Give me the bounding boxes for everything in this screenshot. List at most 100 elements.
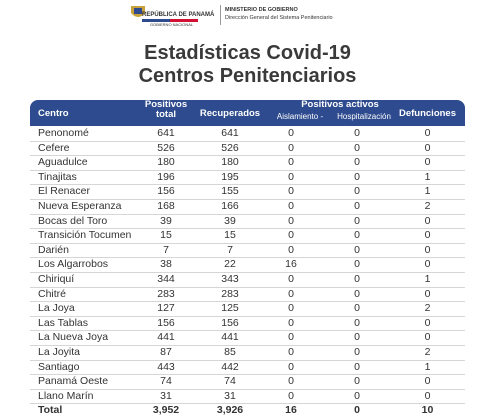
column-header: Defunciones: [398, 108, 456, 119]
cell: 156: [221, 316, 239, 329]
cell: 125: [221, 302, 239, 315]
cell: 0: [424, 316, 431, 329]
cell: 0: [354, 258, 360, 271]
table-row: Los Algarrobos 38 22 16 0 0: [30, 258, 465, 273]
table-row: Bocas del Toro 39 39 0 0 0: [30, 215, 465, 230]
cell: 180: [221, 156, 239, 169]
cell: 0: [288, 287, 294, 300]
cell: 16: [285, 404, 297, 417]
cell: 2: [424, 345, 431, 358]
ministry: MINISTERIO DE GOBIERNO: [225, 7, 298, 13]
cell: Chitré: [38, 287, 67, 300]
cell: 0: [288, 345, 294, 358]
cell: Panamá Oeste: [38, 375, 109, 388]
table-row: El Renacer 156 155 0 0 1: [30, 185, 465, 200]
cell: Penonomé: [38, 127, 89, 139]
cell: 0: [354, 345, 360, 358]
cell: 0: [288, 331, 294, 344]
cell: 0: [288, 170, 294, 183]
cell: 22: [224, 258, 236, 271]
cell: Llano Marín: [38, 389, 94, 402]
table-row: Chiriquí 344 343 0 0 1: [30, 273, 465, 288]
cell: 0: [354, 214, 360, 227]
cell: 0: [288, 127, 294, 139]
cell: 0: [424, 243, 431, 256]
cell: 0: [424, 214, 431, 227]
cell: 0: [288, 360, 294, 373]
cell: 0: [288, 272, 294, 285]
cell: 196: [157, 170, 175, 183]
table-row: Aguadulce 180 180 0 0 0: [30, 156, 465, 171]
cell: 0: [424, 229, 431, 242]
cell: 38: [160, 258, 172, 271]
cell: 0: [354, 302, 360, 315]
cell: 0: [288, 214, 294, 227]
cell: 0: [354, 229, 360, 242]
directorate: Dirección General del Sistema Penitencia…: [225, 15, 333, 21]
cell: 166: [221, 199, 239, 212]
cell: 127: [157, 302, 175, 315]
column-header: Positivos total: [144, 99, 188, 120]
cell: 0: [354, 272, 360, 285]
column-header: Centro: [38, 108, 69, 119]
cell: 0: [288, 243, 294, 256]
cell: 441: [157, 331, 175, 344]
cell: 1: [424, 360, 431, 373]
page: REPÚBLICA DE PANAMÁ GOBIERNO NACIONAL MI…: [30, 3, 465, 417]
cell: 2: [424, 302, 431, 315]
cell: 31: [224, 389, 236, 402]
cell: 442: [221, 360, 239, 373]
cell: 7: [227, 243, 233, 256]
cell: 74: [160, 375, 172, 388]
cell: 3,926: [216, 404, 244, 417]
cell: Aguadulce: [38, 156, 88, 169]
cell: 0: [288, 185, 294, 198]
cell: 3,952: [152, 404, 180, 417]
cell: 15: [160, 229, 172, 242]
cell: 641: [157, 127, 175, 139]
cell: 0: [288, 141, 294, 154]
cell: 0: [288, 156, 294, 169]
table-row: Las Tablas 156 156 0 0 0: [30, 317, 465, 332]
emblem: [131, 6, 145, 17]
cell: 0: [354, 331, 360, 344]
cell: 0: [354, 389, 360, 402]
cell: 0: [424, 156, 431, 169]
cell: 1: [424, 170, 431, 183]
cell: El Renacer: [38, 185, 90, 198]
flag-bar: [142, 19, 198, 22]
cell: 0: [354, 404, 360, 417]
table-row: Darién 7 7 0 0 0: [30, 244, 465, 259]
cell: 0: [424, 375, 431, 388]
cell: 39: [224, 214, 236, 227]
cell: 156: [157, 185, 175, 198]
cell: 168: [157, 199, 175, 212]
cell: 0: [288, 316, 294, 329]
cell: 526: [221, 141, 239, 154]
table-row: La Joya 127 125 0 0 2: [30, 302, 465, 317]
cell: 0: [424, 141, 431, 154]
table-row: Transición Tocumen 15 15 0 0 0: [30, 229, 465, 244]
table-row: La Nueva Joya 441 441 0 0 0: [30, 331, 465, 346]
cell: Darién: [38, 243, 69, 256]
cell: 0: [354, 141, 360, 154]
cell: Las Tablas: [38, 316, 89, 329]
cell: 344: [157, 272, 175, 285]
cell: 0: [424, 331, 431, 344]
cell: 0: [288, 375, 294, 388]
table-row: La Joyita 87 85 0 0 2: [30, 346, 465, 361]
subcolumn-header: Aislamiento -: [276, 112, 324, 121]
cell: 15: [224, 229, 236, 242]
cell: 0: [354, 243, 360, 256]
cell: 0: [424, 127, 431, 139]
cell: 526: [157, 141, 175, 154]
cell: 0: [354, 170, 360, 183]
header-logo: REPÚBLICA DE PANAMÁ GOBIERNO NACIONAL MI…: [128, 3, 368, 27]
cell: 155: [221, 185, 239, 198]
cell: 0: [354, 185, 360, 198]
cell: 343: [221, 272, 239, 285]
cell: 0: [354, 316, 360, 329]
cell: Santiago: [38, 360, 80, 373]
cell: 0: [354, 375, 360, 388]
table-row: Santiago 443 442 0 0 1: [30, 361, 465, 376]
